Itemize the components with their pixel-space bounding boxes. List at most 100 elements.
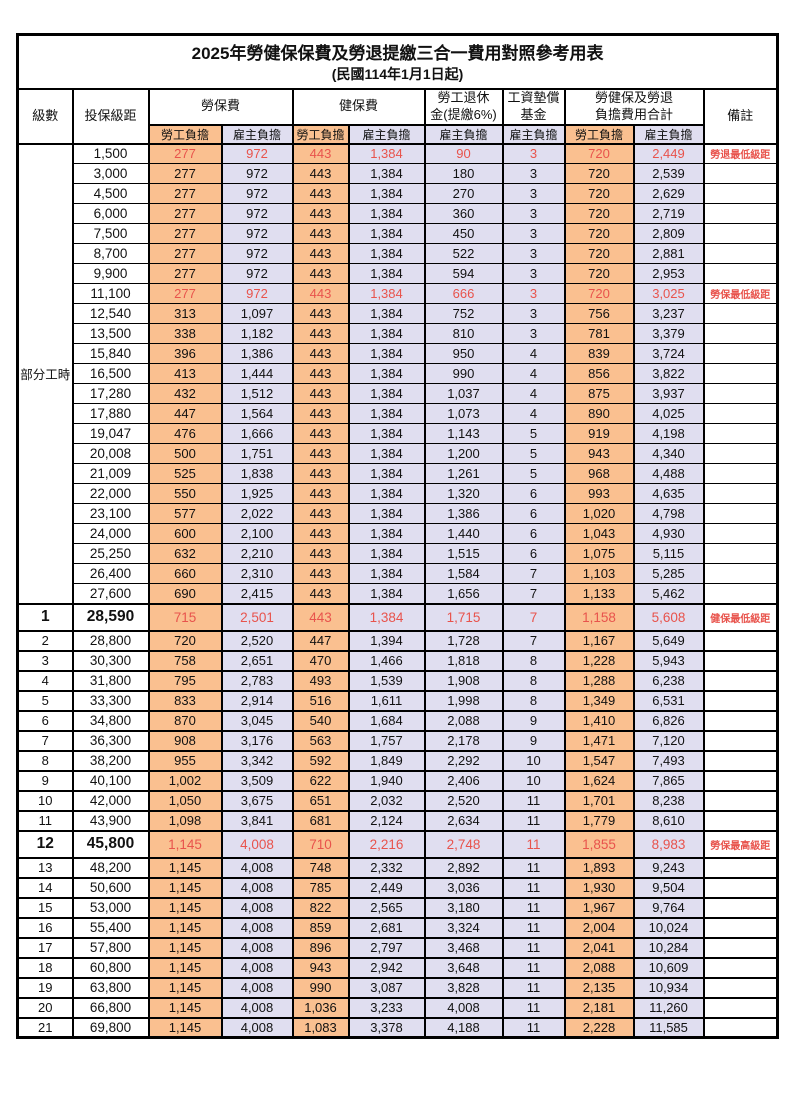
bracket-cell: 36,300 (71, 729, 150, 752)
header-wage-fund: 工資墊償 基金 (501, 87, 566, 126)
fee-cell: 313 (147, 303, 223, 324)
header-pension-line1: 勞工退休 (437, 89, 490, 105)
fee-cell: 7,865 (632, 769, 705, 792)
table-row: 24,000 600 2,100 443 1,384 1,440 6 1,043 4,930 (18, 523, 779, 544)
fee-cell: 2,942 (347, 956, 426, 979)
remark-cell: 勞退最低級距 (702, 143, 779, 164)
remark-cell (702, 956, 779, 979)
bracket-cell: 9,900 (71, 263, 150, 284)
bracket-cell: 33,300 (71, 689, 150, 712)
fee-cell: 1,908 (423, 669, 504, 692)
bracket-cell: 45,800 (71, 829, 150, 859)
premium-reference-table: 2025年勞健保保費及勞退提繳三合一費用對照參考用表 (民國114年1月1日起)… (16, 33, 780, 1039)
fee-cell: 1,779 (563, 809, 635, 832)
fee-cell: 1,261 (423, 463, 504, 484)
fee-cell: 720 (563, 263, 635, 284)
fee-cell: 1,967 (563, 896, 635, 919)
remark-cell (702, 443, 779, 464)
fee-cell: 4,008 (220, 876, 294, 899)
fee-cell: 2,100 (220, 523, 294, 544)
remark-cell (702, 709, 779, 732)
bracket-cell: 21,009 (71, 463, 150, 484)
fee-cell: 8 (501, 649, 566, 672)
table-row: 7,500 277 972 443 1,384 450 3 720 2,809 (18, 223, 779, 244)
fee-cell: 1,611 (347, 689, 426, 712)
fee-cell: 1,838 (220, 463, 294, 484)
subheader-pension-employer: 雇主負擔 (423, 123, 504, 145)
fee-cell: 1,002 (147, 769, 223, 792)
header-health-insurance: 健保費 (291, 87, 426, 126)
fee-cell: 3,937 (632, 383, 705, 404)
fee-cell: 4,008 (220, 856, 294, 879)
bracket-cell: 23,100 (71, 503, 150, 524)
fee-cell: 2,783 (220, 669, 294, 692)
bracket-cell: 8,700 (71, 243, 150, 264)
fee-cell: 2,216 (347, 829, 426, 859)
fee-cell: 1,020 (563, 503, 635, 524)
table-row: 13 48,200 1,145 4,008 748 2,332 2,892 11 1,893 9,… (16, 856, 779, 879)
fee-cell: 720 (563, 243, 635, 264)
bracket-cell: 53,000 (71, 896, 150, 919)
table-row: 8 38,200 955 3,342 592 1,849 2,292 10 1,547 7,493 (16, 749, 779, 772)
fee-cell: 1,037 (423, 383, 504, 404)
fee-cell: 990 (291, 976, 350, 999)
fee-cell: 1,349 (563, 689, 635, 712)
fee-cell: 443 (291, 163, 350, 184)
table-row: 16 55,400 1,145 4,008 859 2,681 3,324 11 2,004 10… (16, 916, 779, 939)
bracket-cell: 17,280 (71, 383, 150, 404)
fee-cell: 972 (220, 223, 294, 244)
fee-cell: 3 (501, 223, 566, 244)
fee-cell: 443 (291, 263, 350, 284)
fee-cell: 1,893 (563, 856, 635, 879)
fee-cell: 1,384 (347, 263, 426, 284)
fee-cell: 2,881 (632, 243, 705, 264)
fee-cell: 447 (291, 629, 350, 652)
fee-cell: 1,466 (347, 649, 426, 672)
fee-cell: 972 (220, 183, 294, 204)
fee-cell: 919 (563, 423, 635, 444)
part-time-label: 部分工時 (16, 143, 74, 604)
fee-cell: 1,384 (347, 343, 426, 364)
fee-cell: 908 (147, 729, 223, 752)
bracket-cell: 38,200 (71, 749, 150, 772)
fee-cell: 1,684 (347, 709, 426, 732)
fee-cell: 7,493 (632, 749, 705, 772)
fee-cell: 1,384 (347, 323, 426, 344)
remark-cell: 勞保最低級距 (702, 283, 779, 304)
fee-cell: 3,648 (423, 956, 504, 979)
fee-cell: 443 (291, 403, 350, 424)
header-wage-fund-line1: 工資墊償 (507, 89, 560, 105)
fee-cell: 1,624 (563, 769, 635, 792)
fee-cell: 5 (501, 443, 566, 464)
fee-cell: 1,384 (347, 503, 426, 524)
fee-cell: 896 (291, 936, 350, 959)
table-row: 4 31,800 795 2,783 493 1,539 1,908 8 1,288 6,238 (16, 669, 779, 692)
fee-cell: 2,797 (347, 936, 426, 959)
fee-cell: 4,008 (220, 976, 294, 999)
fee-cell: 1,103 (563, 563, 635, 584)
fee-cell: 2,629 (632, 183, 705, 204)
fee-cell: 443 (291, 183, 350, 204)
fee-cell: 6,826 (632, 709, 705, 732)
fee-cell: 1,145 (147, 916, 223, 939)
fee-cell: 11,585 (632, 1016, 705, 1039)
table-row: 27,600 690 2,415 443 1,384 1,656 7 1,133 5,462 (18, 583, 779, 604)
fee-cell: 833 (147, 689, 223, 712)
fee-cell: 540 (291, 709, 350, 732)
fee-cell: 3,087 (347, 976, 426, 999)
bracket-cell: 34,800 (71, 709, 150, 732)
fee-cell: 1,384 (347, 223, 426, 244)
fee-cell: 4 (501, 403, 566, 424)
remark-cell (702, 383, 779, 404)
fee-cell: 9,764 (632, 896, 705, 919)
remark-cell (702, 996, 779, 1019)
fee-cell: 3 (501, 243, 566, 264)
fee-cell: 4,025 (632, 403, 705, 424)
fee-cell: 9,504 (632, 876, 705, 899)
bracket-cell: 30,300 (71, 649, 150, 672)
fee-cell: 2,681 (347, 916, 426, 939)
table-row: 25,250 632 2,210 443 1,384 1,515 6 1,075 5,115 (18, 543, 779, 564)
fee-cell: 7 (501, 563, 566, 584)
remark-cell: 勞保最高級距 (702, 829, 779, 859)
bracket-cell: 28,800 (71, 629, 150, 652)
